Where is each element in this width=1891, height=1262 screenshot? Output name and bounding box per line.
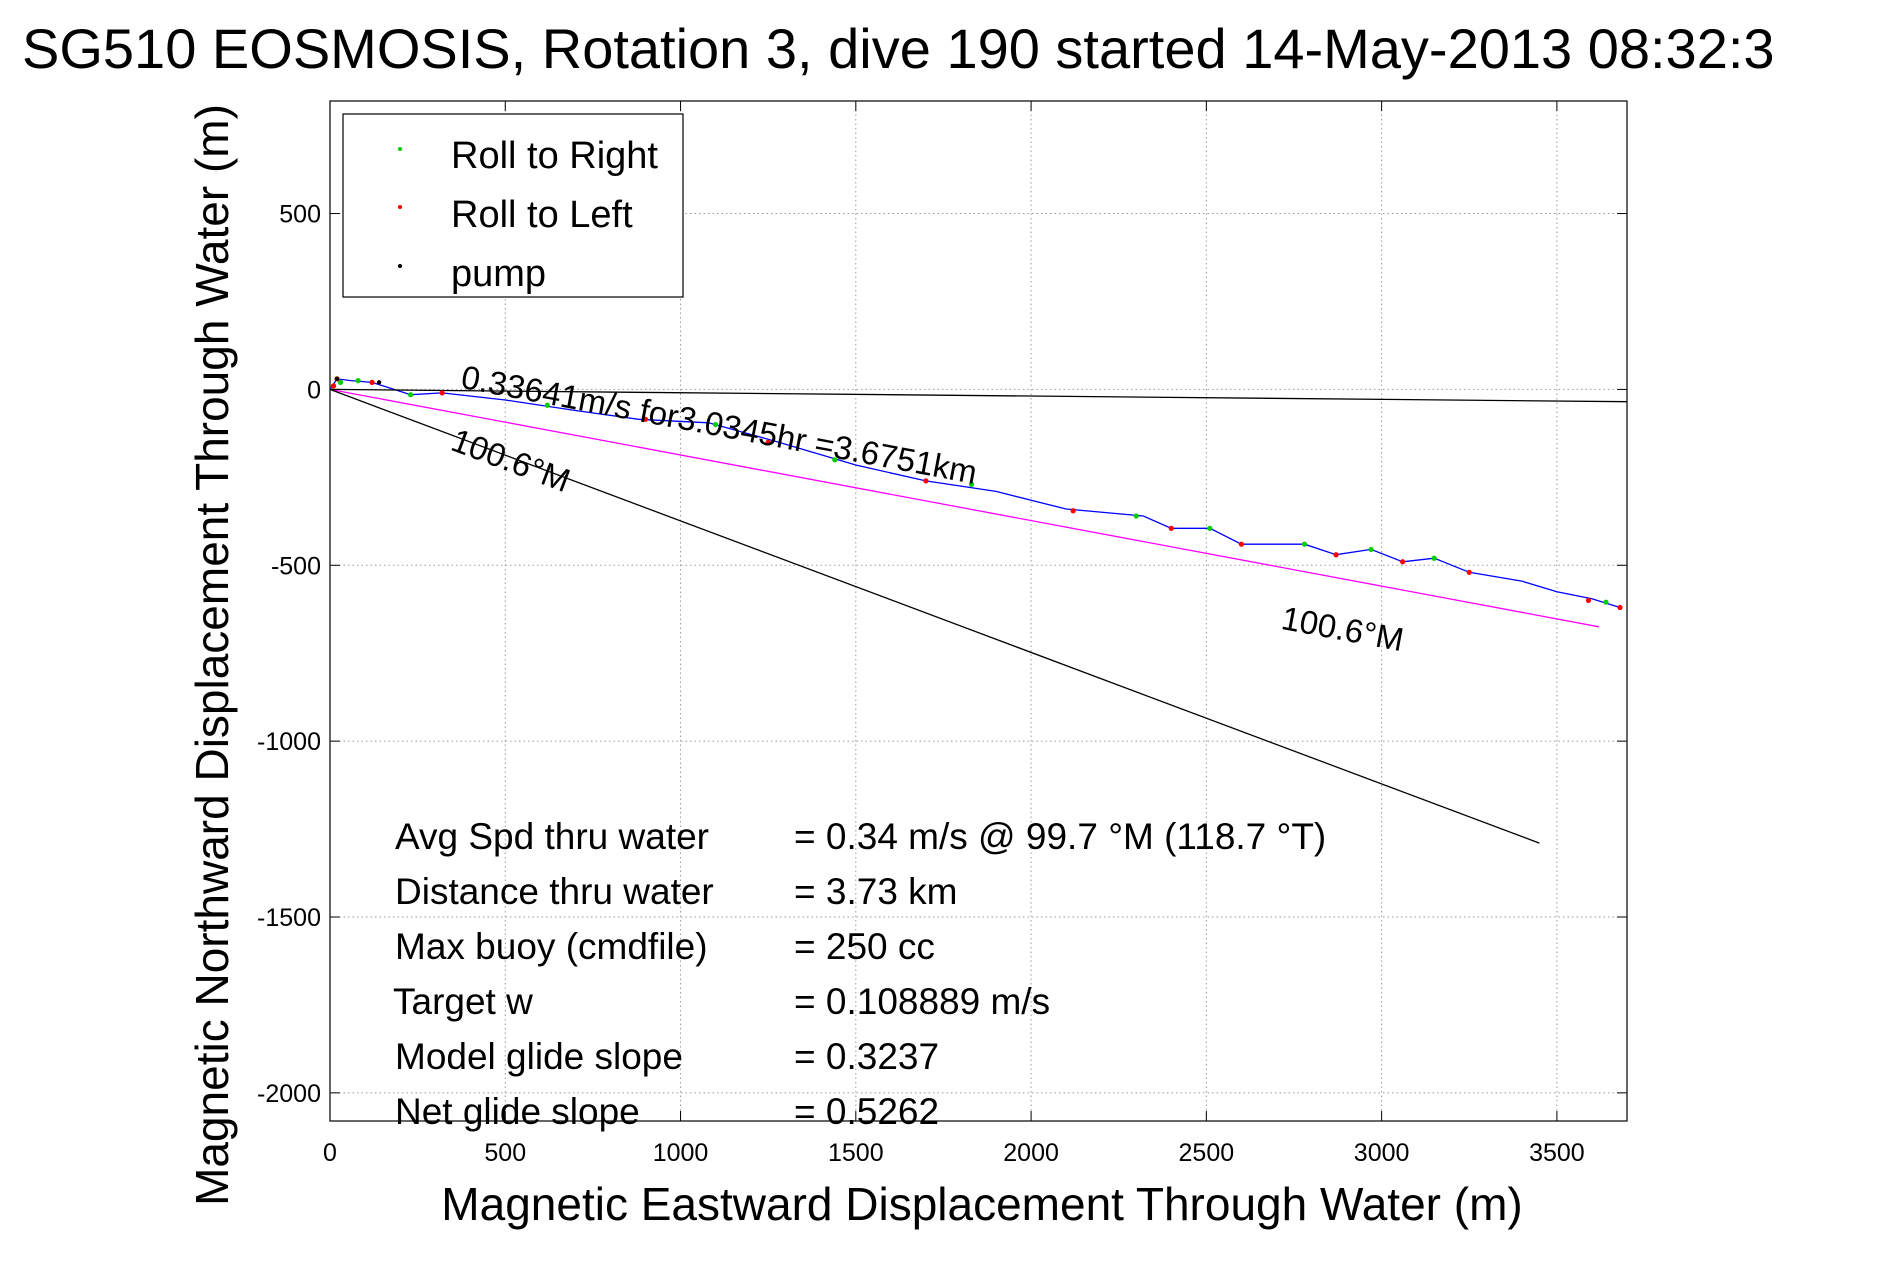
roll-right-marker [968, 481, 975, 487]
stat-value: = 250 cc [794, 926, 935, 967]
roll-left-marker [923, 478, 929, 484]
roll-right-marker [544, 402, 550, 408]
legend-label-roll-right: Roll to Right [451, 135, 658, 177]
x-tick-label: 1000 [653, 1139, 709, 1167]
x-tick-label: 0 [323, 1139, 337, 1167]
roll-left-marker [1466, 569, 1472, 575]
roll-left-marker [330, 383, 337, 389]
current-heading-line [329, 388, 1628, 403]
stat-label: Avg Spd thru water [395, 816, 709, 857]
roll-right-marker [712, 421, 719, 428]
y-tick-label: -1000 [257, 728, 321, 756]
y-axis-label: Magnetic Northward Displacement Through … [186, 104, 238, 1206]
stat-label: Net glide slope [395, 1091, 640, 1132]
series-lines [329, 378, 1628, 844]
chart-title: SG510 EOSMOSIS, Rotation 3, dive 190 sta… [22, 17, 1775, 80]
plot-area-frame [329, 100, 1628, 1122]
roll-right-marker [1603, 599, 1609, 605]
roll-left-marker [369, 379, 375, 385]
x-tick-label: 500 [484, 1139, 526, 1167]
y-tick-label: -2000 [257, 1080, 321, 1108]
grid [330, 101, 1627, 1121]
roll-right-marker [832, 457, 838, 463]
dive-statistics: Avg Spd thru water = 0.34 m/s @ 99.7 °M … [393, 816, 1326, 1132]
x-tick-label: 2000 [1003, 1139, 1059, 1167]
legend: Roll to Right Roll to Left pump [342, 113, 684, 298]
target-heading-line [329, 388, 1540, 844]
roll-right-marker [408, 392, 414, 398]
legend-label-pump: pump [451, 253, 546, 295]
roll-right-marker [1301, 541, 1308, 547]
legend-marker-roll-right [398, 147, 402, 151]
y-tick-label: 0 [307, 376, 321, 404]
stat-value: = 0.5262 [794, 1091, 939, 1132]
y-tick-label: -500 [271, 552, 321, 580]
roll-left-marker [1585, 597, 1592, 604]
legend-marker-pump [398, 264, 402, 268]
x-tick-label: 1500 [828, 1139, 884, 1167]
roll-left-marker [1333, 552, 1339, 558]
roll-left-marker [1168, 525, 1174, 531]
average-velocity-line [329, 388, 1600, 628]
roll-left-marker [1400, 559, 1406, 565]
pump-marker [376, 380, 382, 385]
roll-right-marker [1207, 525, 1213, 531]
stat-value: = 3.73 km [794, 871, 958, 912]
roll-right-marker [1431, 555, 1437, 561]
pump-marker [334, 376, 340, 382]
legend-marker-roll-left [398, 205, 402, 209]
roll-right-marker [337, 379, 344, 385]
x-tick-label: 3000 [1354, 1139, 1410, 1167]
stat-label: Distance thru water [395, 871, 714, 912]
stat-label: Max buoy (cmdfile) [395, 926, 708, 967]
roll-left-marker [1617, 604, 1623, 611]
stat-value: = 0.3237 [794, 1036, 939, 1077]
roll-left-marker [642, 416, 649, 422]
roll-markers [330, 376, 1623, 611]
stat-label: Model glide slope [395, 1036, 683, 1077]
axis-ticks: 0 500 1000 1500 2000 2500 3000 3500 500 0 -500 -100… [257, 101, 1627, 1167]
glider-track-line [329, 378, 1621, 609]
roll-right-marker [1133, 513, 1139, 519]
roll-left-marker [765, 439, 771, 445]
roll-left-marker [439, 390, 445, 396]
legend-label-roll-left: Roll to Left [451, 194, 633, 236]
stat-label: Target w [393, 981, 533, 1022]
x-tick-label: 2500 [1179, 1139, 1235, 1167]
y-tick-label: 500 [279, 201, 321, 229]
stat-value: = 0.34 m/s @ 99.7 °M (118.7 °T) [794, 816, 1326, 857]
y-tick-label: -1500 [257, 904, 321, 932]
roll-left-marker [1070, 508, 1076, 514]
roll-right-marker [355, 378, 361, 384]
roll-right-marker [1368, 546, 1374, 553]
stat-value: = 0.108889 m/s [794, 981, 1050, 1022]
x-tick-label: 3500 [1529, 1139, 1585, 1167]
x-axis-label: Magnetic Eastward Displacement Through W… [441, 1178, 1522, 1230]
roll-left-marker [1238, 541, 1245, 547]
